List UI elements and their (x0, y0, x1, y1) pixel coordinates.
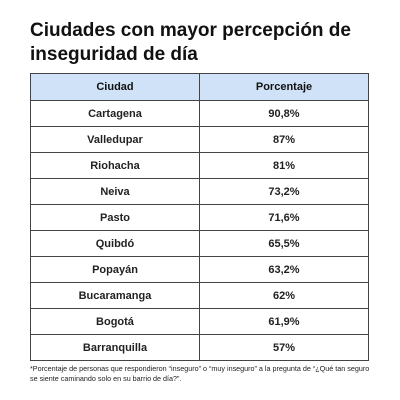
table-row: Riohacha 81% (30, 152, 369, 179)
table-row: Quibdó 65,5% (30, 230, 369, 257)
percentage-cell: 90,8% (199, 100, 369, 127)
table-row: Popayán 63,2% (30, 256, 369, 283)
city-cell: Barranquilla (30, 334, 200, 361)
percentage-cell: 65,5% (199, 230, 369, 257)
percentage-cell: 87% (199, 126, 369, 153)
city-cell: Pasto (30, 204, 200, 231)
column-header-city: Ciudad (30, 73, 200, 101)
city-cell: Bucaramanga (30, 282, 200, 309)
table-row: Valledupar 87% (30, 126, 369, 153)
percentage-cell: 73,2% (199, 178, 369, 205)
table-row: Neiva 73,2% (30, 178, 369, 205)
chart-title: Ciudades con mayor percepción de insegur… (30, 20, 351, 65)
table-body: Cartagena 90,8% Valledupar 87% Riohacha 81% Ne… (30, 100, 369, 361)
percentage-cell: 71,6% (199, 204, 369, 231)
percentage-cell: 62% (199, 282, 369, 309)
city-cell: Quibdó (30, 230, 200, 257)
percentage-cell: 57% (199, 334, 369, 361)
city-cell: Valledupar (30, 126, 200, 153)
data-table: Ciudad Porcentaje Cartagena 90,8% Valledup… (30, 73, 369, 361)
column-header-percentage: Porcentaje (199, 73, 369, 101)
footnote: *Porcentaje de personas que respondieron… (30, 364, 370, 383)
table-row: Cartagena 90,8% (30, 100, 369, 127)
city-cell: Cartagena (30, 100, 200, 127)
table-row: Barranquilla 57% (30, 334, 369, 361)
city-cell: Popayán (30, 256, 200, 283)
city-cell: Bogotá (30, 308, 200, 335)
table-header-row: Ciudad Porcentaje (30, 73, 369, 101)
city-cell: Neiva (30, 178, 200, 205)
percentage-cell: 81% (199, 152, 369, 179)
city-cell: Riohacha (30, 152, 200, 179)
table-row: Bucaramanga 62% (30, 282, 369, 309)
table-row: Pasto 71,6% (30, 204, 369, 231)
percentage-cell: 63,2% (199, 256, 369, 283)
table-row: Bogotá 61,9% (30, 308, 369, 335)
percentage-cell: 61,9% (199, 308, 369, 335)
